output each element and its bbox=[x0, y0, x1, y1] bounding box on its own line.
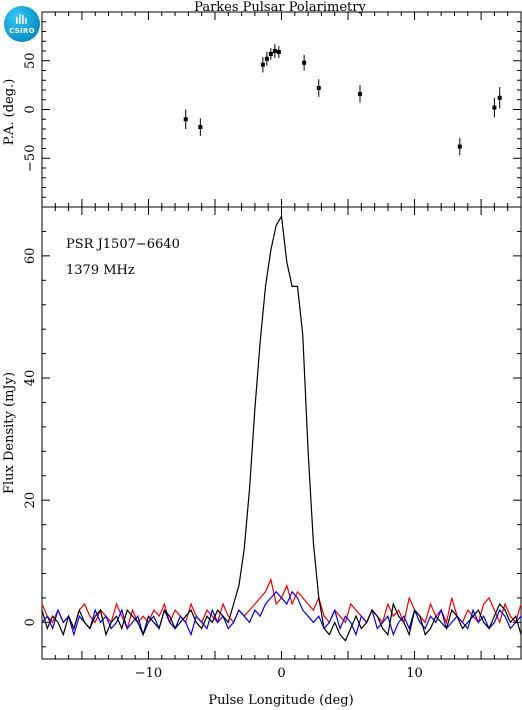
pa-y-tick-label: 0 bbox=[23, 105, 38, 113]
x-tick-label: 0 bbox=[277, 666, 285, 681]
csiro-logo: CSIRO bbox=[4, 6, 40, 42]
flux-y-tick-label: 40 bbox=[23, 370, 38, 387]
pa-point bbox=[268, 51, 273, 56]
flux-y-tick-label: 0 bbox=[23, 618, 38, 626]
pa-y-tick-label: −50 bbox=[23, 145, 38, 172]
pa-point bbox=[260, 62, 265, 67]
csiro-logo-text: CSIRO bbox=[9, 27, 35, 35]
pa-point bbox=[492, 105, 497, 110]
x-axis-label: Pulse Longitude (deg) bbox=[208, 693, 353, 708]
pa-point bbox=[358, 91, 363, 96]
pa-point bbox=[316, 86, 321, 91]
pa-point bbox=[302, 60, 307, 65]
pa-point bbox=[183, 117, 188, 122]
pa-ticks: −50 0 50 bbox=[23, 11, 521, 208]
x-tick-label: 10 bbox=[406, 666, 423, 681]
flux-y-tick-label: 20 bbox=[23, 492, 38, 509]
x-tick-label: −10 bbox=[135, 666, 162, 681]
pa-panel-frame bbox=[41, 11, 522, 208]
csiro-logo-mark bbox=[16, 14, 27, 24]
pa-point bbox=[264, 56, 269, 61]
flux-ylabel: Flux Density (mJy) bbox=[2, 372, 17, 494]
pa-points bbox=[183, 44, 502, 156]
chart-title: Parkes Pulsar Polarimetry bbox=[194, 0, 366, 15]
annotation-freq: 1379 MHz bbox=[66, 263, 135, 278]
pa-point bbox=[198, 125, 203, 130]
pa-y-tick-label: 50 bbox=[23, 52, 38, 69]
annotation-psr: PSR J1507−6640 bbox=[66, 237, 180, 252]
flux-y-tick-label: 60 bbox=[23, 248, 38, 265]
flux-series-line bbox=[41, 590, 522, 637]
pa-ylabel: P.A. (deg.) bbox=[2, 79, 17, 146]
flux-series-line bbox=[41, 214, 522, 642]
pa-point bbox=[272, 49, 277, 53]
flux-lines bbox=[41, 214, 522, 642]
pa-point bbox=[497, 95, 502, 100]
pa-point bbox=[276, 49, 281, 54]
pa-point bbox=[457, 144, 462, 149]
flux-ticks: 0 20 40 60 bbox=[23, 230, 521, 648]
x-ticks: −10 0 10 bbox=[41, 12, 522, 681]
